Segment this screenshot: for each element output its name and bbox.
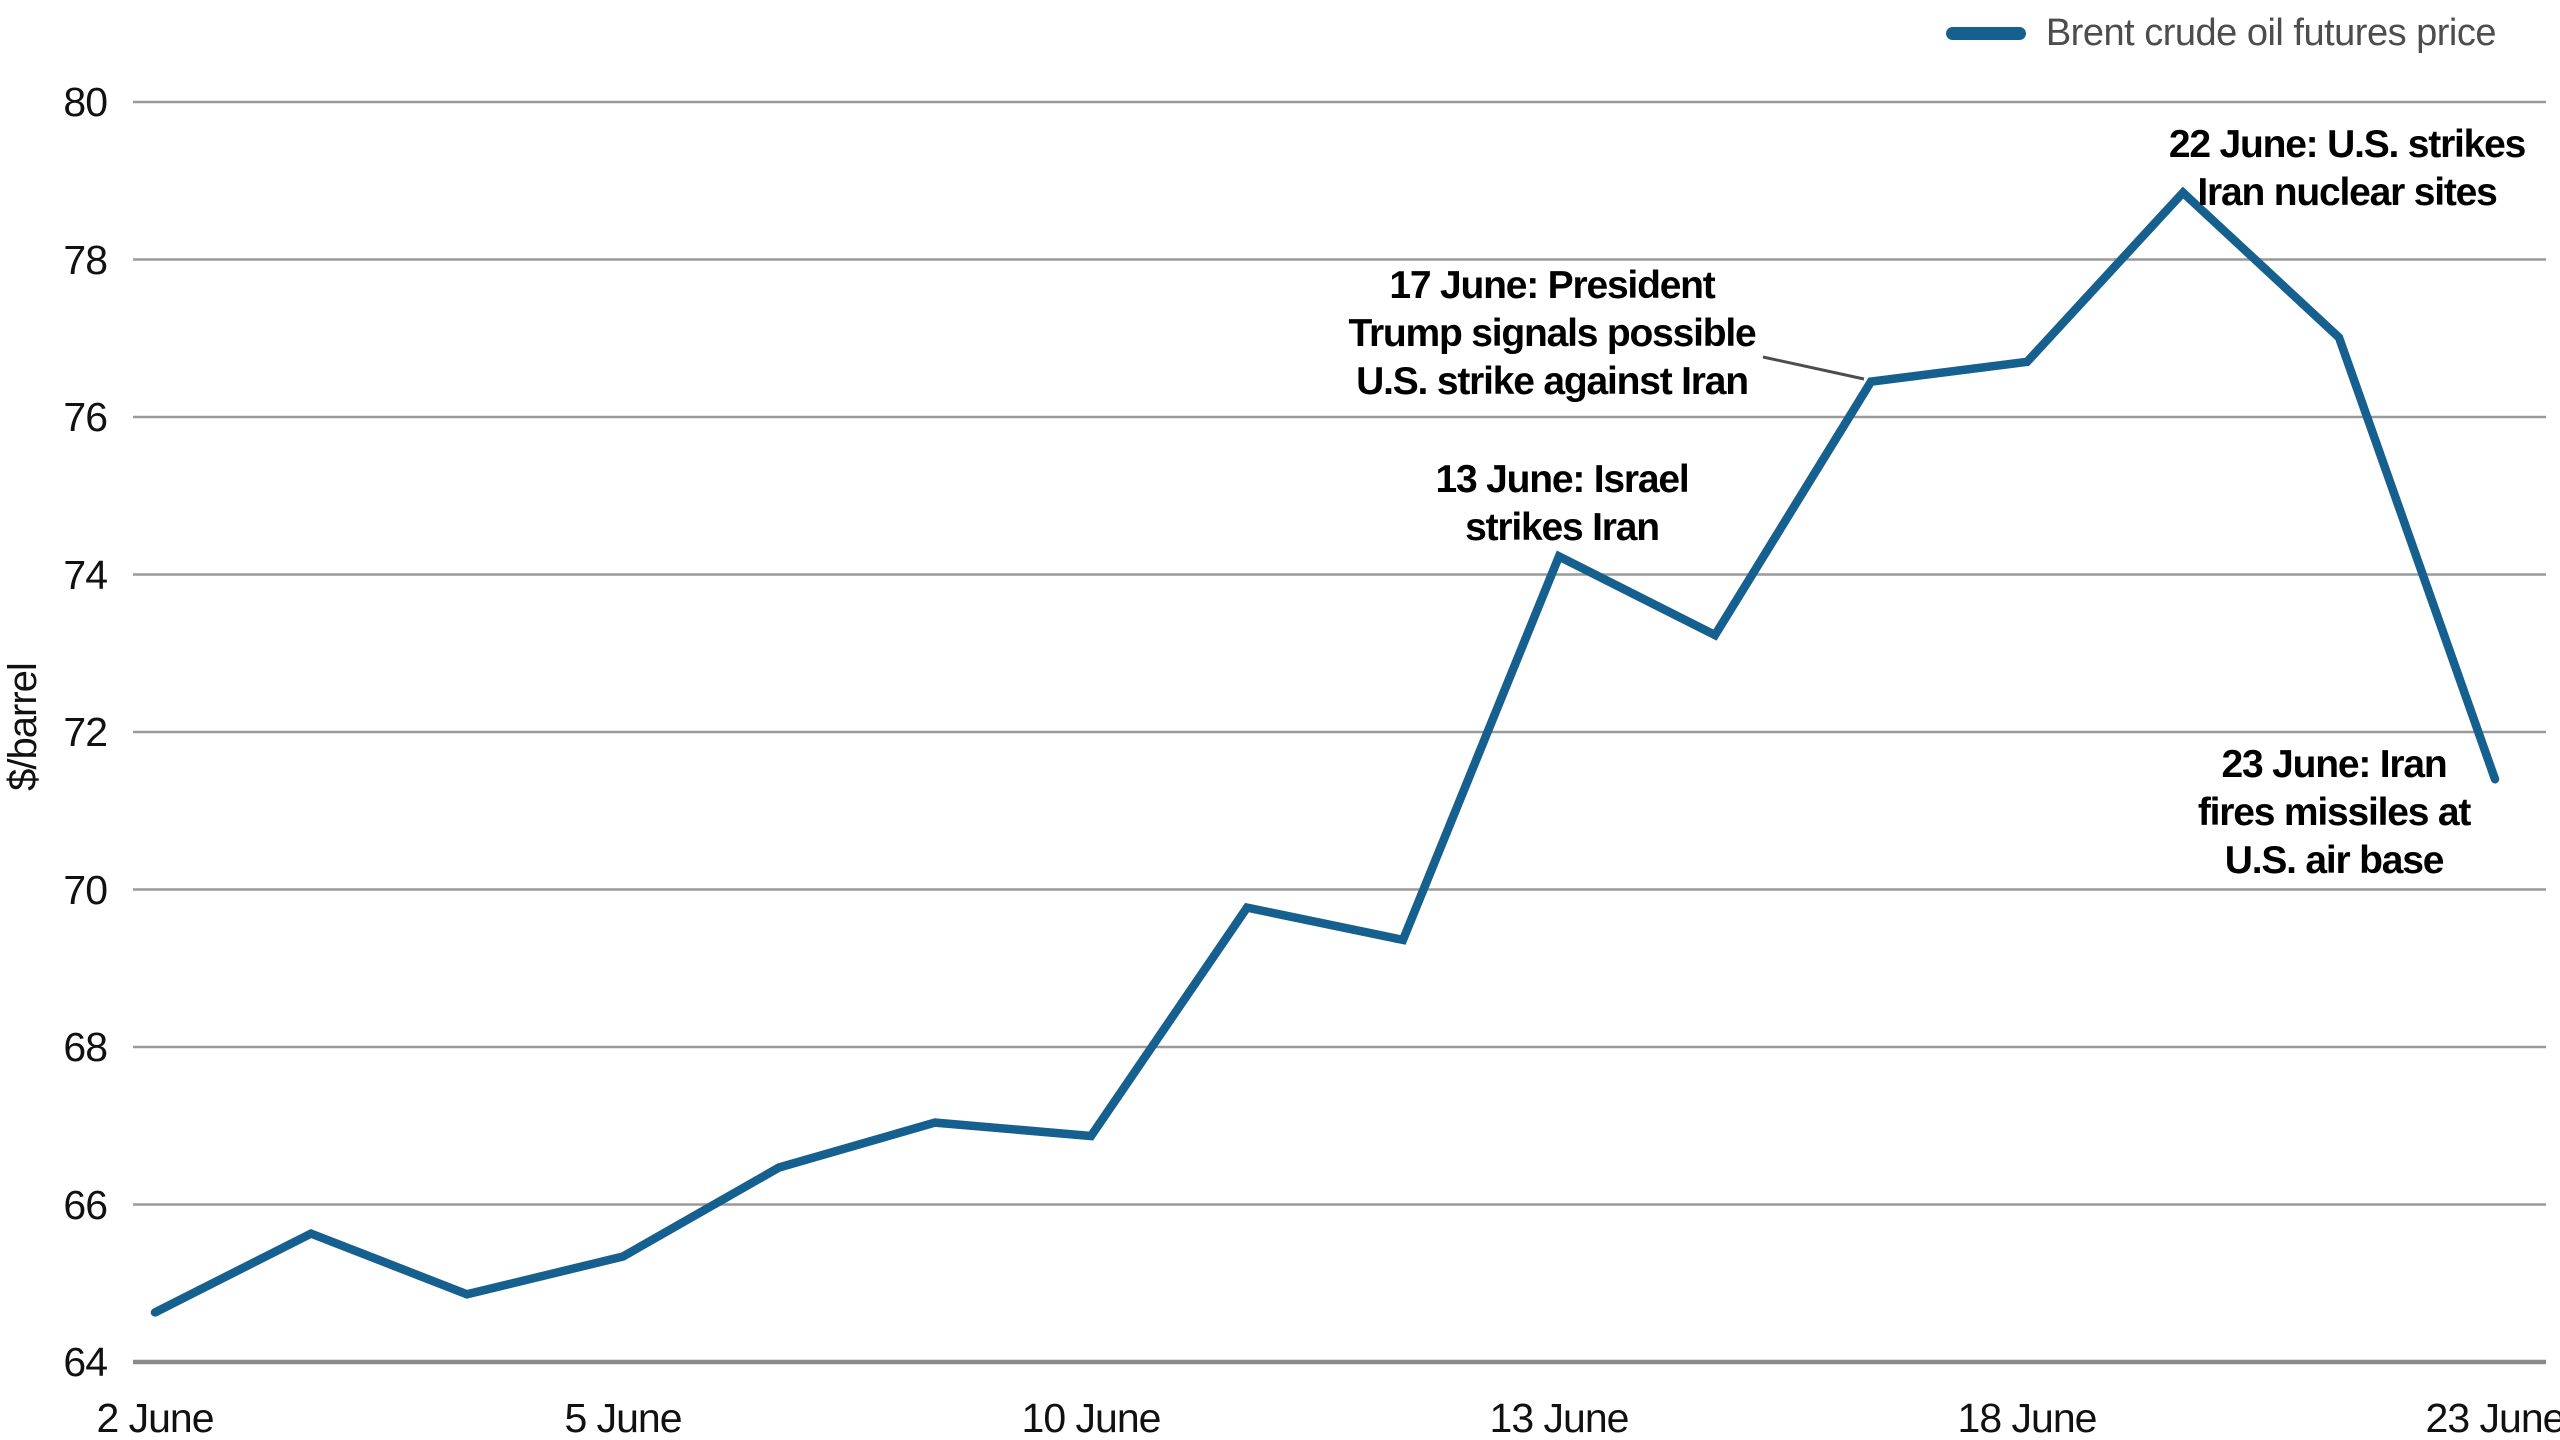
annotation-13-june: 13 June: Israel strikes Iran — [1435, 456, 1690, 552]
x-tick-label-13-june: 13 June — [1489, 1395, 1630, 1440]
x-tick-label-18-june: 18 June — [1957, 1395, 2098, 1440]
annotation-13-june-line: strikes Iran — [1465, 506, 1660, 549]
annotation-17-june-line: 17 June: President — [1389, 264, 1715, 307]
annotation-13-june-line: 13 June: Israel — [1435, 458, 1690, 501]
annotation-23-june-line: 23 June: Iran — [2221, 743, 2448, 786]
x-tick-label-23-june: 23 June — [2425, 1395, 2560, 1440]
y-tick-label-64: 64 — [63, 1339, 108, 1385]
annotation-22-june-line: 22 June: U.S. strikes — [2168, 123, 2527, 166]
annotation-23-june-line: fires missiles at — [2197, 791, 2471, 834]
y-tick-label-68: 68 — [63, 1024, 108, 1070]
annotation-17-june-line: Trump signals possible — [1348, 312, 1756, 355]
y-tick-label-74: 74 — [63, 551, 108, 598]
legend-label: Brent crude oil futures price — [2045, 11, 2497, 54]
y-tick-label-80: 80 — [63, 79, 108, 125]
annotation-17-june: 17 June: President Trump signals possible… — [1348, 262, 1756, 406]
gridlines — [133, 100, 2546, 1365]
x-tick-label-2-june: 2 June — [96, 1395, 214, 1440]
x-tick-label-5-june: 5 June — [564, 1395, 682, 1440]
annotation-17-june-callout-line — [1762, 355, 1865, 381]
y-tick-label-78: 78 — [63, 236, 108, 283]
brent-price-line — [150, 186, 2500, 1317]
x-tick-label-10-june: 10 June — [1021, 1395, 1162, 1440]
y-tick-label-70: 70 — [63, 866, 108, 913]
annotation-22-june-line: Iran nuclear sites — [2197, 171, 2497, 214]
y-tick-label-72: 72 — [63, 709, 108, 755]
y-axis-title: $/barrel — [1, 663, 45, 791]
legend-line-swatch — [1945, 26, 2026, 40]
annotation-23-june-line: U.S. air base — [2224, 839, 2445, 882]
annotation-22-june: 22 June: U.S. strikes Iran nuclear sites — [2168, 121, 2527, 217]
y-tick-label-76: 76 — [63, 394, 108, 440]
annotation-23-june: 23 June: Iran fires missiles at U.S. air b… — [2197, 741, 2471, 885]
series-lines — [150, 186, 2500, 1317]
annotation-callouts — [1762, 355, 1865, 381]
y-tick-label-66: 66 — [63, 1181, 108, 1228]
legend: Brent crude oil futures price — [1945, 10, 2497, 56]
annotation-17-june-line: U.S. strike against Iran — [1356, 360, 1749, 403]
